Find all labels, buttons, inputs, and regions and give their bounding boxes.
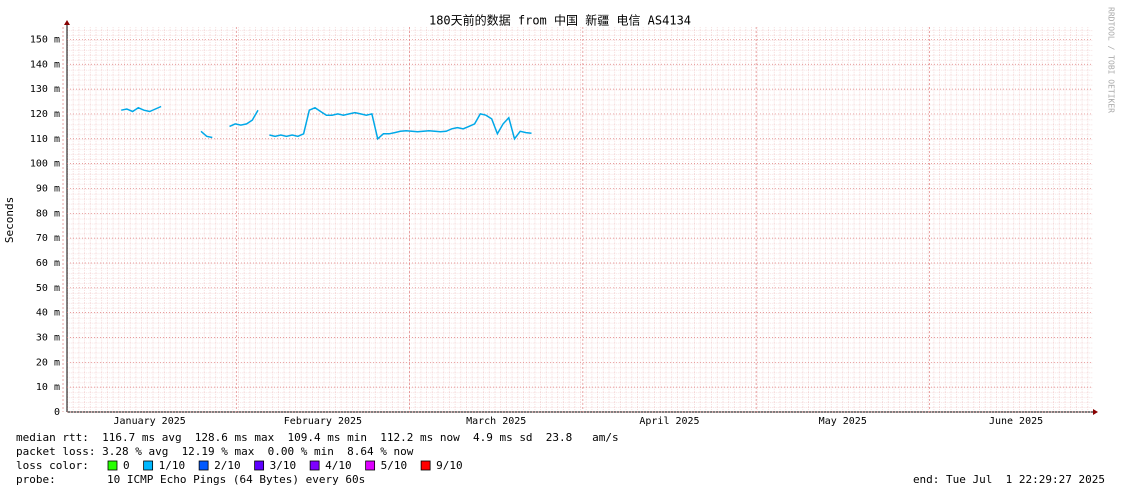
- probe: 10 ICMP Echo Pings (64 Bytes) every 60s: [107, 473, 365, 486]
- y-tick-label: 30 m: [36, 332, 60, 343]
- x-tick-label: June 2025: [989, 416, 1043, 427]
- loss-legend-label: 9/10: [436, 459, 463, 472]
- y-tick-label: 40 m: [36, 308, 60, 319]
- loss-swatch: [107, 460, 118, 471]
- loss-label: loss color:: [16, 459, 89, 472]
- x-tick-label: January 2025: [114, 416, 186, 427]
- y-tick-label: 70 m: [36, 233, 60, 244]
- y-tick-label: 130 m: [30, 84, 60, 95]
- loss-swatch: [365, 460, 376, 471]
- y-tick-label: 20 m: [36, 357, 60, 368]
- y-tick-label: 90 m: [36, 183, 60, 194]
- x-tick-label: May 2025: [819, 416, 867, 427]
- loss-legend-label: 0: [123, 459, 130, 472]
- stats-line: packet loss: 3.28 % avg 12.19 % max 0.00…: [16, 445, 414, 458]
- y-tick-label: 60 m: [36, 258, 60, 269]
- loss-swatch: [143, 460, 154, 471]
- loss-swatch: [420, 460, 431, 471]
- y-tick-label: 120 m: [30, 109, 60, 120]
- loss-legend-label: 4/10: [325, 459, 352, 472]
- chart-title: 180天前的数据 from 中国 新疆 电信 AS4134: [429, 13, 691, 28]
- loss-legend-label: 2/10: [214, 459, 241, 472]
- watermark: RRDTOOL / TOBI OETIKER: [1107, 7, 1116, 113]
- y-tick-label: 50 m: [36, 283, 60, 294]
- y-tick-label: 150 m: [30, 34, 60, 45]
- loss-legend-label: 5/10: [381, 459, 408, 472]
- loss-legend-label: 3/10: [270, 459, 297, 472]
- loss-swatch: [198, 460, 209, 471]
- x-tick-label: February 2025: [284, 416, 362, 427]
- end-time: end: Tue Jul 1 22:29:27 2025: [913, 473, 1105, 486]
- y-tick-label: 100 m: [30, 159, 60, 170]
- y-tick-label: 0: [54, 407, 60, 418]
- y-tick-label: 10 m: [36, 382, 60, 393]
- stats-line: median rtt: 116.7 ms avg 128.6 ms max 10…: [16, 431, 619, 444]
- loss-swatch: [254, 460, 265, 471]
- median-line: [121, 105, 532, 141]
- minor-grid: [67, 27, 1093, 412]
- loss-swatch: [309, 460, 320, 471]
- y-tick-label: 140 m: [30, 59, 60, 70]
- y-tick-label: 80 m: [36, 208, 60, 219]
- x-tick-label: April 2025: [639, 416, 699, 427]
- y-axis-label: Seconds: [3, 197, 16, 243]
- y-arrow: [64, 20, 70, 25]
- x-tick-label: March 2025: [466, 416, 526, 427]
- loss-legend-label: 1/10: [159, 459, 186, 472]
- y-tick-label: 110 m: [30, 134, 60, 145]
- x-arrow: [1093, 409, 1098, 415]
- probe-label: probe:: [16, 473, 56, 486]
